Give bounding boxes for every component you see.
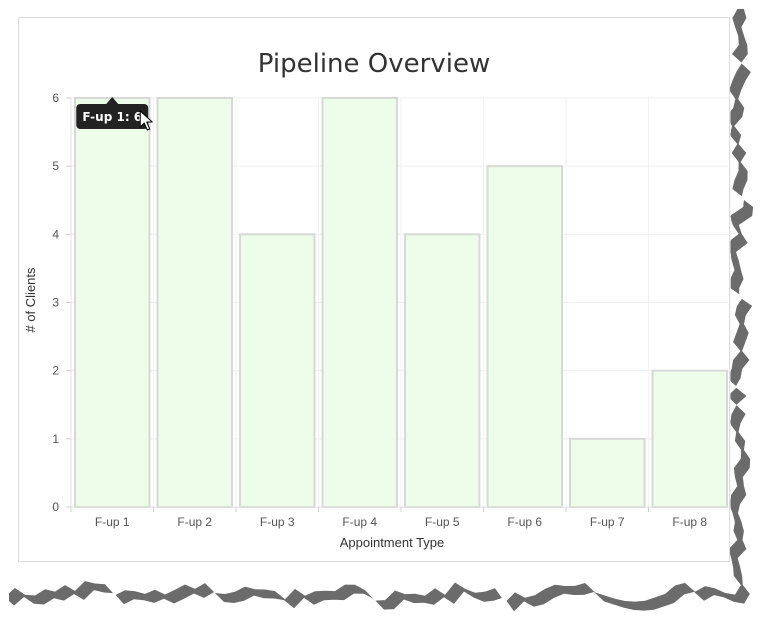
y-tick-labels: 0 1 2 3 4 5 6 (52, 91, 71, 514)
y-tick-label: 4 (52, 227, 59, 241)
bar[interactable] (74, 97, 151, 508)
bar-tooltip: F-up 1: 6 (76, 97, 149, 129)
y-tick-label: 1 (52, 432, 59, 446)
tooltip-caret (106, 97, 119, 104)
x-tick-label: F-up 4 (342, 515, 377, 529)
y-tick-label: 0 (52, 500, 59, 514)
x-tick-label: F-up 8 (672, 515, 707, 529)
cursor-arrow (139, 110, 153, 131)
bar[interactable] (486, 165, 563, 509)
x-tick-label: F-up 7 (590, 515, 625, 529)
y-tick-label: 2 (52, 364, 59, 378)
bar[interactable] (569, 437, 646, 509)
x-tick-labels: F-up 1 F-up 2 F-up 3 F-up 4 F-up 5 F-up 6 F-up… (70, 507, 707, 529)
bar[interactable] (239, 233, 316, 508)
tooltip-text: F-up 1: 6 (82, 110, 142, 124)
x-axis-label: Appointment Type (340, 535, 445, 550)
chart-title: Pipeline Overview (258, 49, 490, 79)
bars (74, 97, 728, 509)
y-axis-label: # of Clients (23, 267, 38, 333)
x-tick-label: F-up 5 (425, 515, 460, 529)
mouse-pointer-icon (139, 110, 153, 131)
bar[interactable] (321, 97, 398, 508)
bar[interactable] (651, 369, 728, 508)
x-tick-label: F-up 2 (177, 515, 212, 529)
y-tick-label: 6 (52, 91, 59, 105)
x-tick-label: F-up 3 (260, 515, 295, 529)
tooltip-box (76, 104, 149, 129)
x-tick-label: F-up 1 (95, 515, 130, 529)
bar[interactable] (404, 233, 481, 508)
y-tick-label: 5 (52, 159, 59, 173)
bar[interactable] (156, 97, 233, 508)
x-tick-label: F-up 6 (507, 515, 542, 529)
y-tick-label: 3 (52, 296, 59, 310)
